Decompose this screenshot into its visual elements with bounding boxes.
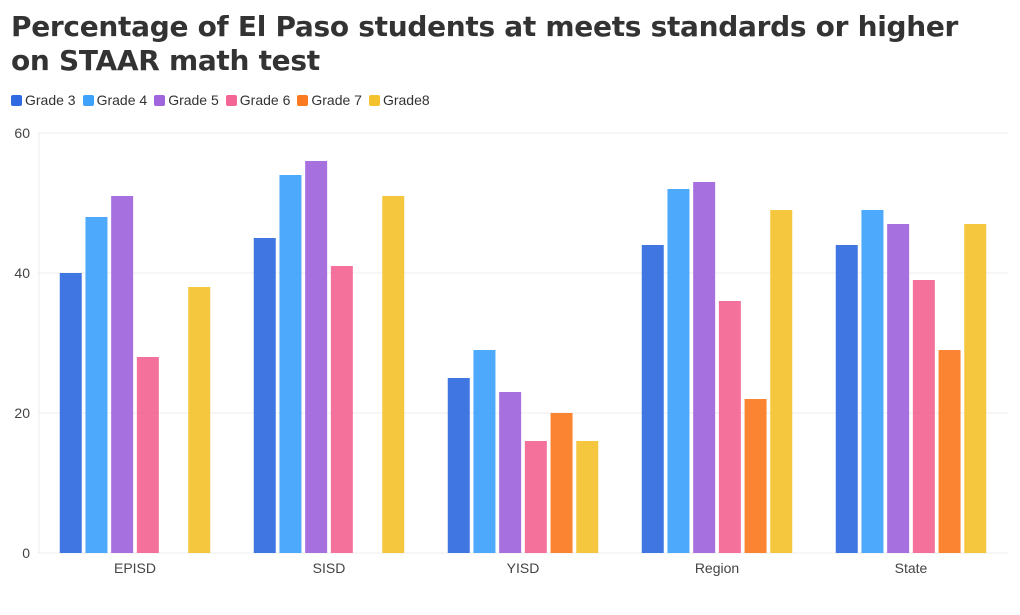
bar — [576, 441, 599, 553]
legend-label: Grade8 — [382, 92, 430, 108]
y-tick-label: 20 — [14, 405, 30, 421]
x-tick-label: YISD — [507, 560, 540, 576]
bar — [744, 399, 767, 553]
bar — [447, 378, 470, 553]
bar — [861, 210, 884, 553]
legend-item[interactable]: Grade 5 — [154, 92, 219, 108]
x-tick-label: Region — [695, 560, 739, 576]
x-tick-label: SISD — [313, 560, 346, 576]
y-tick-label: 40 — [14, 265, 30, 281]
legend-item[interactable]: Grade 4 — [82, 92, 148, 108]
bar — [770, 210, 793, 553]
bar — [693, 182, 716, 553]
x-tick-label: EPISD — [114, 560, 156, 576]
legend-label: Grade 7 — [311, 92, 362, 108]
legend-swatch — [11, 94, 22, 106]
legend-label: Grade 6 — [239, 92, 291, 108]
bar — [887, 224, 910, 553]
legend-item[interactable]: Grade 7 — [297, 92, 362, 108]
bar — [835, 245, 858, 553]
bar — [912, 280, 935, 553]
legend-label: Grade 5 — [168, 92, 219, 108]
bar — [111, 196, 134, 553]
legend-label: Grade 3 — [25, 92, 76, 108]
bar — [85, 217, 108, 553]
legend-swatch — [82, 94, 94, 106]
bar — [964, 224, 987, 553]
chart-title: Percentage of El Paso students at meets … — [11, 10, 959, 77]
bar — [550, 413, 573, 553]
legend-swatch — [154, 94, 166, 106]
bar — [718, 301, 741, 553]
legend-swatch — [297, 94, 309, 106]
legend-item[interactable]: Grade8 — [368, 92, 430, 108]
bar — [279, 175, 302, 553]
bar — [499, 392, 522, 553]
y-tick-label: 0 — [22, 545, 30, 561]
legend-item[interactable]: Grade 3 — [11, 92, 76, 108]
bar — [188, 287, 211, 553]
bar — [382, 196, 405, 553]
bar — [641, 245, 664, 553]
legend-swatch — [225, 94, 237, 106]
bar — [253, 238, 276, 553]
x-tick-label: State — [895, 560, 928, 576]
bar — [667, 189, 690, 553]
bar — [305, 161, 328, 553]
bar — [59, 273, 82, 553]
bar — [938, 350, 961, 553]
bar — [473, 350, 496, 553]
y-tick-label: 60 — [14, 125, 30, 141]
legend-label: Grade 4 — [96, 92, 148, 108]
legend-item[interactable]: Grade 6 — [225, 92, 291, 108]
chart-legend: Grade 3 Grade 4 Grade 5 Grade 6 Grade 7 Grade… — [11, 92, 437, 108]
bar — [330, 266, 353, 553]
bar — [524, 441, 547, 553]
legend-swatch — [368, 94, 380, 106]
bar — [136, 357, 159, 553]
